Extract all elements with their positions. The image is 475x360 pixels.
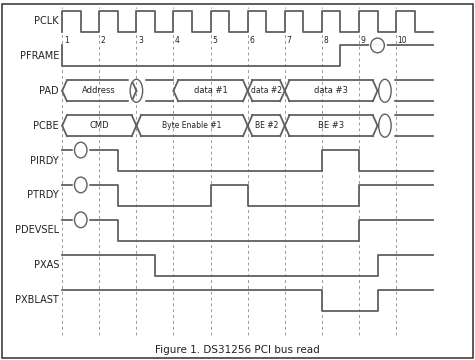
- Text: PIRDY: PIRDY: [30, 156, 59, 166]
- Text: 10: 10: [398, 36, 407, 45]
- Text: 7: 7: [286, 36, 291, 45]
- Text: Byte Enable #1: Byte Enable #1: [162, 121, 222, 130]
- Text: 5: 5: [212, 36, 217, 45]
- Text: 8: 8: [323, 36, 328, 45]
- Text: data #2: data #2: [251, 86, 282, 95]
- Text: BE #2: BE #2: [255, 121, 278, 130]
- Text: 4: 4: [175, 36, 180, 45]
- Text: PAD: PAD: [39, 86, 59, 96]
- Text: PCLK: PCLK: [35, 16, 59, 26]
- Text: PFRAME: PFRAME: [20, 51, 59, 61]
- Text: BE #3: BE #3: [318, 121, 344, 130]
- Text: PXAS: PXAS: [34, 260, 59, 270]
- Text: Address: Address: [83, 86, 116, 95]
- Text: PXBLAST: PXBLAST: [15, 295, 59, 305]
- Text: PDEVSEL: PDEVSEL: [15, 225, 59, 235]
- Text: 6: 6: [249, 36, 254, 45]
- Text: 3: 3: [138, 36, 143, 45]
- Text: data #1: data #1: [194, 86, 228, 95]
- Text: PTRDY: PTRDY: [28, 190, 59, 201]
- Text: PCBE: PCBE: [33, 121, 59, 131]
- Text: data #3: data #3: [314, 86, 348, 95]
- Text: CMD: CMD: [89, 121, 109, 130]
- Text: Figure 1. DS31256 PCI bus read: Figure 1. DS31256 PCI bus read: [155, 345, 320, 355]
- Text: 9: 9: [361, 36, 365, 45]
- Text: 2: 2: [101, 36, 105, 45]
- Text: 1: 1: [64, 36, 68, 45]
